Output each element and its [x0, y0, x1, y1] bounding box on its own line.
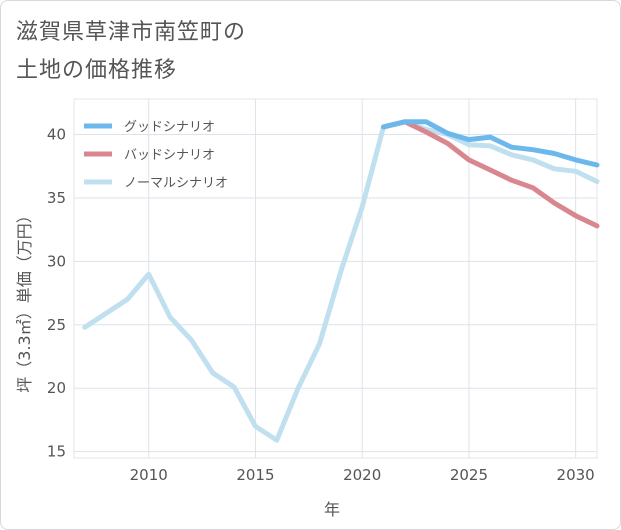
y-tick-label: 35: [47, 189, 66, 207]
chart-title-line2: 土地の価格推移: [16, 58, 178, 83]
legend-label-1: バッドシナリオ: [124, 148, 215, 163]
y-tick-label: 25: [47, 316, 66, 334]
chart-title-line1: 滋賀県草津市南笠町の: [16, 20, 247, 45]
grid: [74, 99, 597, 458]
y-tick-label: 40: [47, 126, 66, 144]
legend-label-2: ノーマルシナリオ: [124, 176, 228, 191]
x-tick-label: 2020: [343, 466, 381, 484]
x-tick-label: 2030: [557, 466, 595, 484]
x-tick-label: 2015: [236, 466, 274, 484]
x-axis-label: 年: [324, 500, 340, 519]
series-line-0: [381, 119, 600, 168]
y-axis-label: 坪（3.3㎡）単価（万円）: [15, 207, 34, 392]
y-tick-label: 15: [47, 443, 66, 461]
series-lines: [82, 119, 600, 443]
series-line-1: [381, 119, 600, 229]
y-tick-label: 20: [47, 379, 66, 397]
plot-area-border: [73, 98, 598, 459]
x-tick-label: 2010: [130, 466, 168, 484]
y-tick-label: 30: [47, 252, 66, 270]
series-line-2: [82, 119, 600, 443]
x-tick-label: 2025: [450, 466, 488, 484]
legend-label-0: グッドシナリオ: [124, 120, 215, 135]
